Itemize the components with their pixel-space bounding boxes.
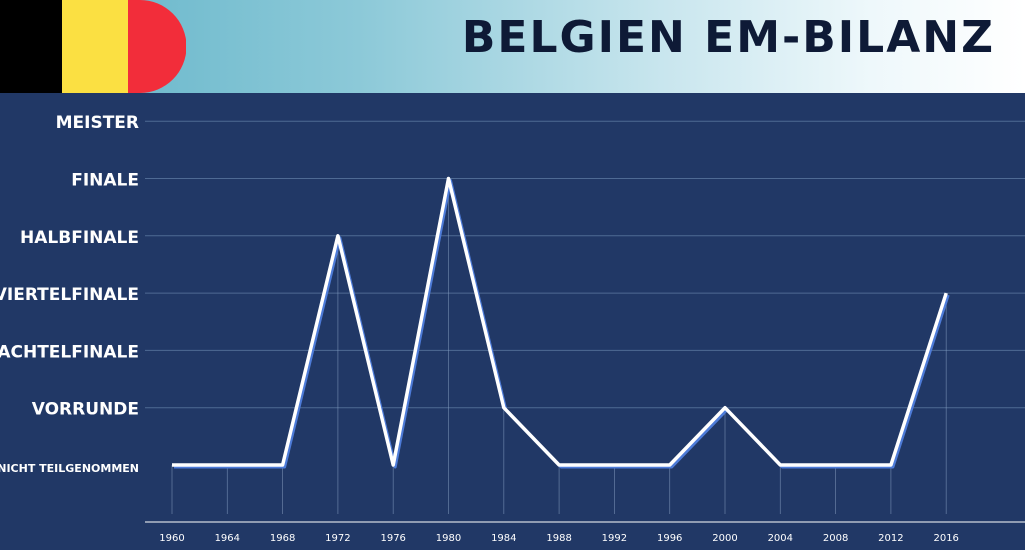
x-tick-label: 2016	[933, 533, 958, 544]
series-lines	[172, 176, 950, 469]
x-tick-label: 2000	[712, 533, 737, 544]
x-tick-label: 1996	[657, 533, 682, 544]
y-axis-label: FINALE	[71, 171, 139, 191]
y-axis-label: MEISTER	[56, 113, 139, 133]
x-tick-label: 1964	[215, 533, 240, 544]
y-axis-label: HALBFINALE	[20, 228, 139, 248]
x-tick-label: 1968	[270, 533, 295, 544]
belgium-flag-icon	[0, 0, 186, 93]
header: BELGIEN EM-BILANZ	[0, 0, 1025, 93]
x-tick-label: 1960	[159, 533, 184, 544]
page-title: BELGIEN EM-BILANZ	[461, 12, 995, 63]
x-tick-label: 1984	[491, 533, 516, 544]
y-axis-label: ACHTELFINALE	[0, 342, 139, 362]
x-tick-label: 2004	[768, 533, 793, 544]
x-tick-label: 1992	[602, 533, 627, 544]
x-tick-label: 1988	[546, 533, 571, 544]
x-tick-label: 1972	[325, 533, 350, 544]
grid-lines	[145, 120, 1025, 409]
x-axis-tick-labels: 1960 1964 1968 1972 1976 1980 1984 1988 1992 1996…	[159, 533, 959, 544]
series-line-shadow	[174, 179, 950, 469]
x-tick-label: 2012	[878, 533, 903, 544]
y-axis-label: VIERTELFINALE	[0, 285, 139, 305]
x-tick-label: 2008	[823, 533, 848, 544]
x-tick-label: 1976	[380, 533, 405, 544]
y-axis-label: VORRUNDE	[32, 400, 139, 420]
series-line	[172, 176, 948, 467]
line-chart: NICHT TEILGENOMMEN VORRUNDE ACHTELFINALE VI…	[0, 113, 1025, 544]
y-axis-label: NICHT TEILGENOMMEN	[0, 462, 139, 475]
drop-lines	[171, 178, 947, 514]
x-tick-label: 1980	[436, 533, 461, 544]
y-axis-labels: NICHT TEILGENOMMEN VORRUNDE ACHTELFINALE VI…	[0, 113, 139, 475]
